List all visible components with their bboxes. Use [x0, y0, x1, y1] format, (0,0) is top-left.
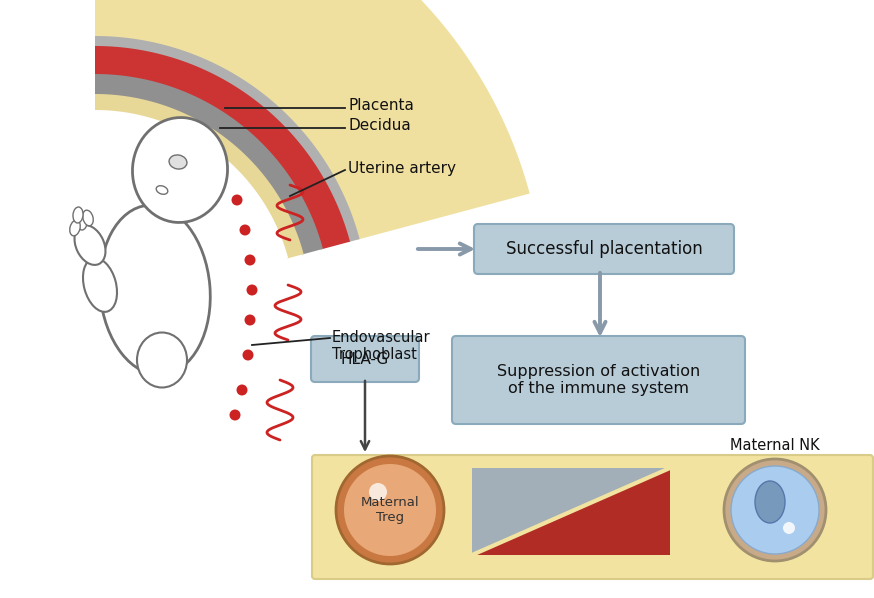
Ellipse shape: [133, 118, 227, 222]
Circle shape: [246, 285, 258, 295]
Text: Placenta: Placenta: [348, 97, 414, 112]
Ellipse shape: [755, 481, 785, 523]
Circle shape: [230, 410, 240, 420]
FancyBboxPatch shape: [452, 336, 745, 424]
FancyBboxPatch shape: [312, 455, 873, 579]
Circle shape: [731, 466, 819, 554]
Polygon shape: [472, 468, 670, 555]
Circle shape: [336, 456, 444, 564]
FancyBboxPatch shape: [311, 336, 419, 382]
Ellipse shape: [100, 205, 211, 375]
Polygon shape: [0, 46, 350, 249]
Ellipse shape: [83, 258, 117, 312]
Ellipse shape: [156, 186, 168, 194]
Ellipse shape: [77, 214, 87, 230]
FancyBboxPatch shape: [474, 224, 734, 274]
Circle shape: [237, 385, 247, 395]
Text: Decidua: Decidua: [348, 118, 411, 133]
Ellipse shape: [70, 220, 80, 236]
Polygon shape: [472, 468, 670, 555]
Ellipse shape: [149, 205, 187, 255]
Text: Maternal
Treg: Maternal Treg: [361, 496, 420, 524]
Polygon shape: [14, 94, 303, 259]
Circle shape: [245, 255, 255, 266]
Circle shape: [242, 349, 253, 361]
Circle shape: [245, 315, 255, 325]
Circle shape: [724, 459, 826, 561]
Ellipse shape: [73, 207, 83, 223]
Text: HLA-G: HLA-G: [341, 352, 389, 367]
Polygon shape: [7, 74, 323, 255]
Circle shape: [369, 483, 387, 501]
Text: Suppression of activation
of the immune system: Suppression of activation of the immune …: [497, 364, 700, 396]
Polygon shape: [20, 110, 288, 310]
Circle shape: [239, 224, 251, 236]
Circle shape: [783, 522, 795, 534]
Circle shape: [232, 194, 242, 206]
Ellipse shape: [74, 225, 106, 265]
Polygon shape: [0, 0, 530, 240]
Ellipse shape: [169, 155, 187, 169]
Circle shape: [344, 464, 436, 556]
Text: Uterine artery: Uterine artery: [348, 160, 456, 175]
Ellipse shape: [83, 210, 94, 226]
Text: Successful placentation: Successful placentation: [506, 240, 703, 258]
Text: Endovascular
Trophoblast: Endovascular Trophoblast: [332, 330, 431, 362]
Text: Maternal NK: Maternal NK: [730, 438, 820, 453]
Ellipse shape: [137, 332, 187, 388]
Polygon shape: [0, 36, 360, 242]
Polygon shape: [0, 0, 95, 598]
